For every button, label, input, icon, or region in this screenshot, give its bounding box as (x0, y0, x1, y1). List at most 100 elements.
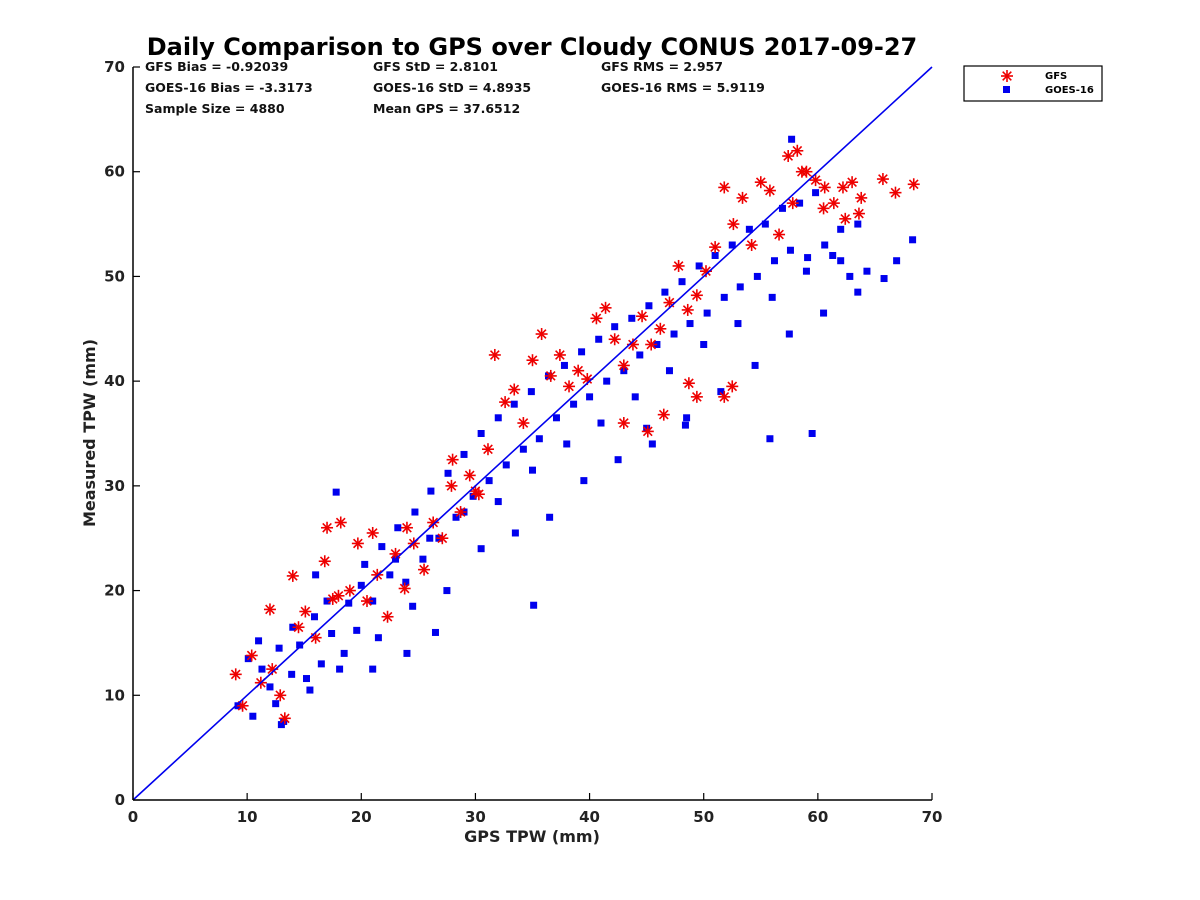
gfs-point (795, 165, 808, 178)
gfs-point (398, 582, 411, 595)
gfs-point (229, 668, 242, 681)
goes16-point (611, 323, 619, 331)
stat-sample-size: Sample Size = 4880 (145, 101, 285, 116)
gfs-point (718, 390, 731, 403)
goes16-point (494, 498, 502, 506)
gfs-point (839, 212, 852, 225)
goes16-point (443, 587, 451, 595)
goes16-point (386, 571, 394, 579)
gfs-point (786, 197, 799, 210)
goes16-point (306, 686, 314, 694)
y-tick-label: 60 (104, 163, 125, 181)
gfs-point (590, 312, 603, 325)
goes16-point (846, 272, 854, 280)
gfs-point (321, 521, 334, 534)
gfs-point (292, 621, 305, 634)
goes16-point (394, 524, 402, 532)
gfs-point (245, 649, 258, 662)
chart-title: Daily Comparison to GPS over Cloudy CONU… (147, 33, 918, 61)
gfs-point (481, 443, 494, 456)
goes16-point (519, 445, 527, 453)
gfs-point (726, 380, 739, 393)
goes16-point (703, 309, 711, 317)
goes16-point (586, 393, 594, 401)
gfs-point (343, 584, 356, 597)
gfs-point (763, 184, 776, 197)
goes16-point (530, 601, 538, 609)
gfs-point (709, 241, 722, 254)
goes16-point (426, 534, 434, 542)
gfs-point (553, 348, 566, 361)
gfs-point (718, 181, 731, 194)
gfs-point (436, 532, 449, 545)
goes16-point (403, 649, 411, 657)
goes16-point (686, 320, 694, 328)
gfs-point (381, 610, 394, 623)
goes16-point (711, 251, 719, 259)
x-tick-label: 30 (465, 808, 486, 826)
gfs-point (846, 176, 859, 189)
stat-gfs-bias: GFS Bias = -0.92039 (145, 59, 288, 74)
gfs-point (889, 186, 902, 199)
goes16-point (636, 351, 644, 359)
gfs-point (351, 537, 364, 550)
goes16-point (614, 456, 622, 464)
goes16-point (778, 204, 786, 212)
gfs-point (318, 555, 331, 568)
goes16-point (312, 571, 320, 579)
gfs-point (682, 377, 695, 390)
gfs-point (690, 390, 703, 403)
goes16-point (643, 424, 651, 432)
gfs-point (446, 453, 459, 466)
gfs-point (773, 228, 786, 241)
axes-frame (132, 67, 932, 801)
goes16-point (302, 675, 310, 683)
gfs-point (636, 310, 649, 323)
goes16-point (477, 545, 485, 553)
gfs-point (526, 354, 539, 367)
goes16-point (837, 225, 845, 233)
goes16-point (469, 492, 477, 500)
goes16-point (681, 421, 689, 429)
goes16-point (272, 700, 280, 708)
gfs-point (672, 259, 685, 272)
goes16-point (378, 543, 386, 551)
gfs-point (563, 380, 576, 393)
goes16-point (578, 348, 586, 356)
goes16-point (535, 435, 543, 443)
gfs-point (454, 506, 467, 519)
goes16-point (786, 246, 794, 254)
goes16-point (648, 440, 656, 448)
gfs-point (535, 328, 548, 341)
goes16-point (444, 469, 452, 477)
goes16-point (854, 288, 862, 296)
goes16-point (645, 302, 653, 310)
goes16-point (494, 414, 502, 422)
one-to-one-line (132, 66, 933, 801)
goes16-point (821, 241, 829, 249)
goes16-point (255, 637, 263, 645)
y-tick-label: 30 (104, 477, 125, 495)
goes16-point (258, 665, 266, 673)
goes16-point (893, 257, 901, 265)
goes16-point (753, 272, 761, 280)
goes16-point (328, 630, 336, 638)
x-tick-label: 40 (579, 808, 600, 826)
legend-goes-label: GOES-16 (1045, 85, 1094, 96)
goes16-point (409, 602, 417, 610)
goes16-point (296, 641, 304, 649)
gfs-point (641, 425, 654, 438)
gfs-point (809, 174, 822, 187)
goes16-point (353, 626, 361, 634)
gfs-point (690, 289, 703, 302)
gfs-point (617, 359, 630, 372)
gfs-point (907, 178, 920, 191)
stat-goes-bias: GOES-16 Bias = -3.3173 (145, 80, 313, 95)
gfs-point (400, 521, 413, 534)
gfs-point (817, 202, 830, 215)
goes16-point (511, 529, 519, 537)
gfs-point (836, 181, 849, 194)
stat-goes-rms: GOES-16 RMS = 5.9119 (601, 80, 765, 95)
